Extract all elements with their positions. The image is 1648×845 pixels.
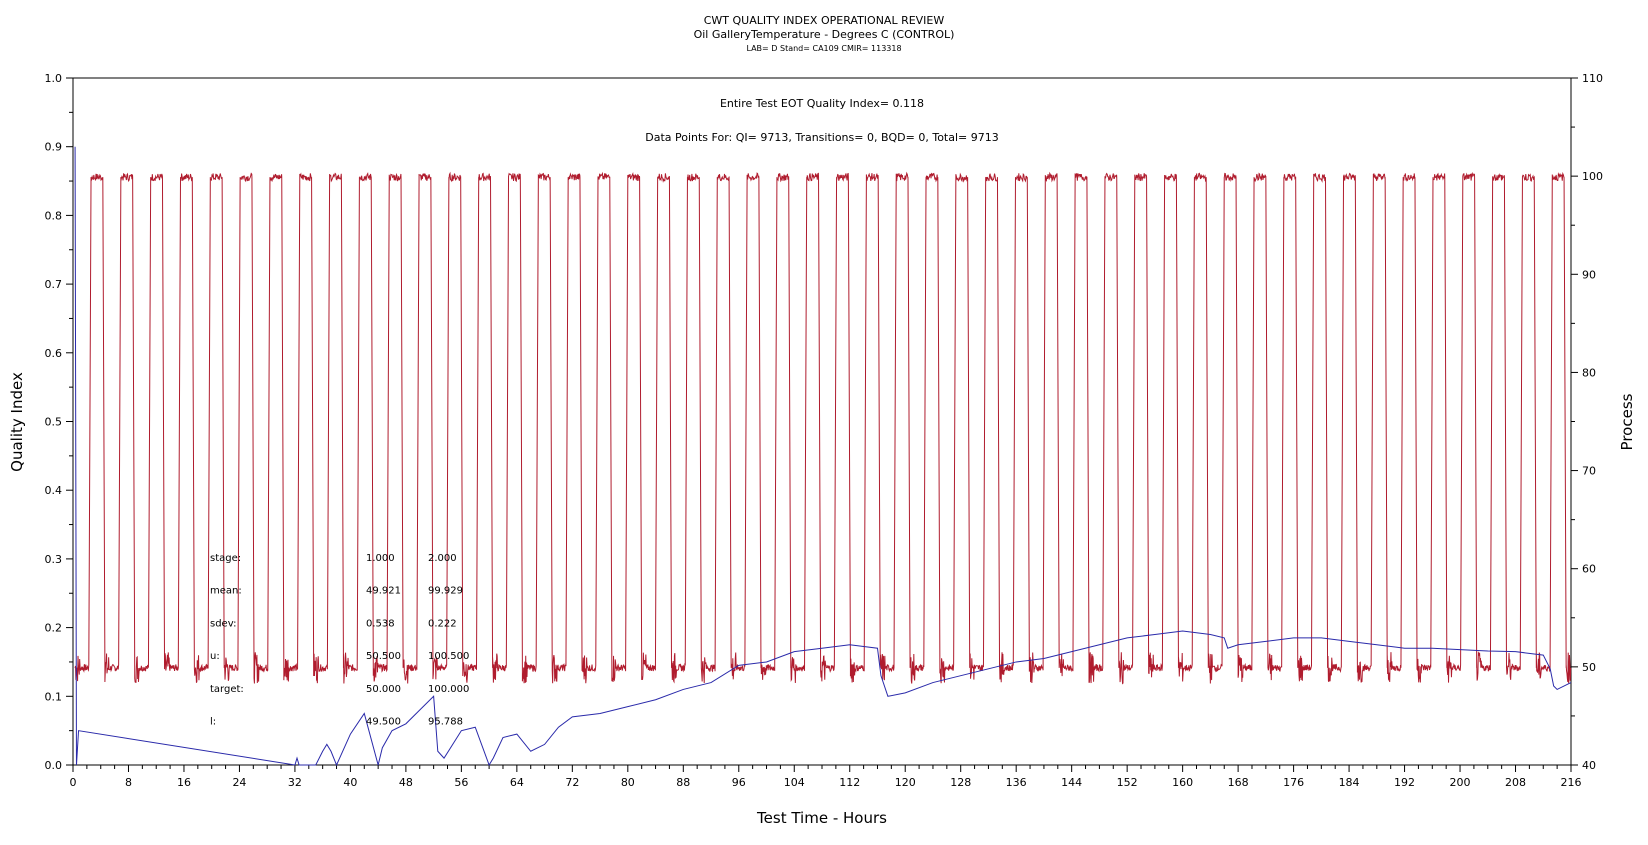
x-tick-label: 168 <box>1228 776 1249 789</box>
x-tick-label: 8 <box>125 776 132 789</box>
x-tick-label: 80 <box>621 776 635 789</box>
y-left-tick-label: 0.9 <box>45 141 63 154</box>
x-tick-label: 96 <box>732 776 746 789</box>
y-right-tick-label: 110 <box>1582 72 1603 85</box>
x-axis-label: Test Time - Hours <box>756 809 887 827</box>
x-tick-label: 160 <box>1172 776 1193 789</box>
stats-row-value-1: 50.000 <box>366 684 401 695</box>
stats-row-value-2: 100.500 <box>428 651 469 662</box>
stats-row-value-1: 1.000 <box>366 553 395 564</box>
y-left-tick-label: 0.2 <box>45 622 63 635</box>
x-tick-label: 64 <box>510 776 524 789</box>
stats-row-value-1: 50.500 <box>366 651 401 662</box>
stats-row-label: l: <box>210 717 216 728</box>
stats-row-value-1: 0.538 <box>366 618 395 629</box>
eot-annotation: Entire Test EOT Quality Index= 0.118 <box>720 97 924 110</box>
x-tick-label: 136 <box>1006 776 1027 789</box>
x-tick-label: 112 <box>839 776 860 789</box>
y-left-tick-label: 0.4 <box>45 484 63 497</box>
stats-row-value-2: 100.000 <box>428 684 469 695</box>
x-tick-label: 104 <box>784 776 805 789</box>
chart-subtitle-2: LAB= D Stand= CA109 CMIR= 113318 <box>746 44 901 53</box>
stats-row-label: stage: <box>210 553 241 564</box>
quality-index-series-line <box>74 146 1572 767</box>
y-left-tick-label: 0.8 <box>45 209 63 222</box>
y-right-tick-label: 50 <box>1582 661 1596 674</box>
x-tick-label: 24 <box>232 776 246 789</box>
data-points-annotation: Data Points For: QI= 9713, Transitions= … <box>645 131 999 144</box>
stats-row-label: target: <box>210 684 244 695</box>
y-right-tick-label: 60 <box>1582 563 1596 576</box>
stats-row-label: sdev: <box>210 618 236 629</box>
x-tick-label: 144 <box>1061 776 1082 789</box>
x-tick-label: 56 <box>454 776 468 789</box>
y-left-tick-label: 0.1 <box>45 690 63 703</box>
y-left-tick-label: 0.7 <box>45 278 63 291</box>
y-left-tick-label: 1.0 <box>45 72 63 85</box>
y-axis-left: 0.0 0.1 0.2 0.3 0.4 0.5 0.6 0.7 0.8 0.9 1.0 <box>45 72 73 772</box>
x-tick-label: 32 <box>288 776 302 789</box>
y-right-tick-label: 100 <box>1582 170 1603 183</box>
x-tick-label: 88 <box>676 776 690 789</box>
stats-row-value-1: 49.500 <box>366 717 401 728</box>
y-left-tick-label: 0.6 <box>45 347 63 360</box>
x-tick-label: 40 <box>343 776 357 789</box>
chart-title: CWT QUALITY INDEX OPERATIONAL REVIEW <box>704 14 945 27</box>
stats-row-value-2: 95.788 <box>428 717 463 728</box>
x-tick-label: 0 <box>70 776 77 789</box>
y-right-tick-label: 80 <box>1582 366 1596 379</box>
stats-row-label: u: <box>210 651 220 662</box>
stats-row-value-1: 49.921 <box>366 586 401 597</box>
series-layer <box>74 146 1572 767</box>
x-tick-label: 176 <box>1283 776 1304 789</box>
y-axis-right-label: Process <box>1618 393 1636 450</box>
process-series-line <box>74 171 1572 685</box>
y-left-tick-label: 0.5 <box>45 416 63 429</box>
x-tick-label: 48 <box>399 776 413 789</box>
y-right-tick-label: 40 <box>1582 759 1596 772</box>
x-axis: 0 8 16 24 32 40 48 56 64 72 80 88 96 104 112 120 128 136 1… <box>70 765 1582 789</box>
x-tick-label: 184 <box>1339 776 1360 789</box>
y-axis-left-label: Quality Index <box>8 372 26 472</box>
x-tick-label: 200 <box>1450 776 1471 789</box>
stats-row-value-2: 0.222 <box>428 618 457 629</box>
x-tick-label: 72 <box>565 776 579 789</box>
y-right-tick-label: 70 <box>1582 465 1596 478</box>
x-tick-label: 208 <box>1505 776 1526 789</box>
y-left-tick-label: 0.0 <box>45 759 63 772</box>
x-tick-label: 152 <box>1117 776 1138 789</box>
y-left-tick-label: 0.3 <box>45 553 63 566</box>
x-tick-label: 192 <box>1394 776 1415 789</box>
stats-row-value-2: 2.000 <box>428 553 457 564</box>
chart-subtitle: Oil GalleryTemperature - Degrees C (CONT… <box>694 28 955 41</box>
stats-table: stage: 1.000 2.000 mean: 49.921 99.929 sdev: 0.… <box>210 553 469 728</box>
y-right-tick-label: 90 <box>1582 268 1596 281</box>
stats-row-value-2: 99.929 <box>428 586 463 597</box>
x-tick-label: 216 <box>1561 776 1582 789</box>
x-tick-label: 16 <box>177 776 191 789</box>
x-tick-label: 128 <box>950 776 971 789</box>
stats-row-label: mean: <box>210 586 242 597</box>
y-axis-right: 40 50 60 70 80 90 100 110 <box>1571 72 1603 772</box>
x-tick-label: 120 <box>895 776 916 789</box>
